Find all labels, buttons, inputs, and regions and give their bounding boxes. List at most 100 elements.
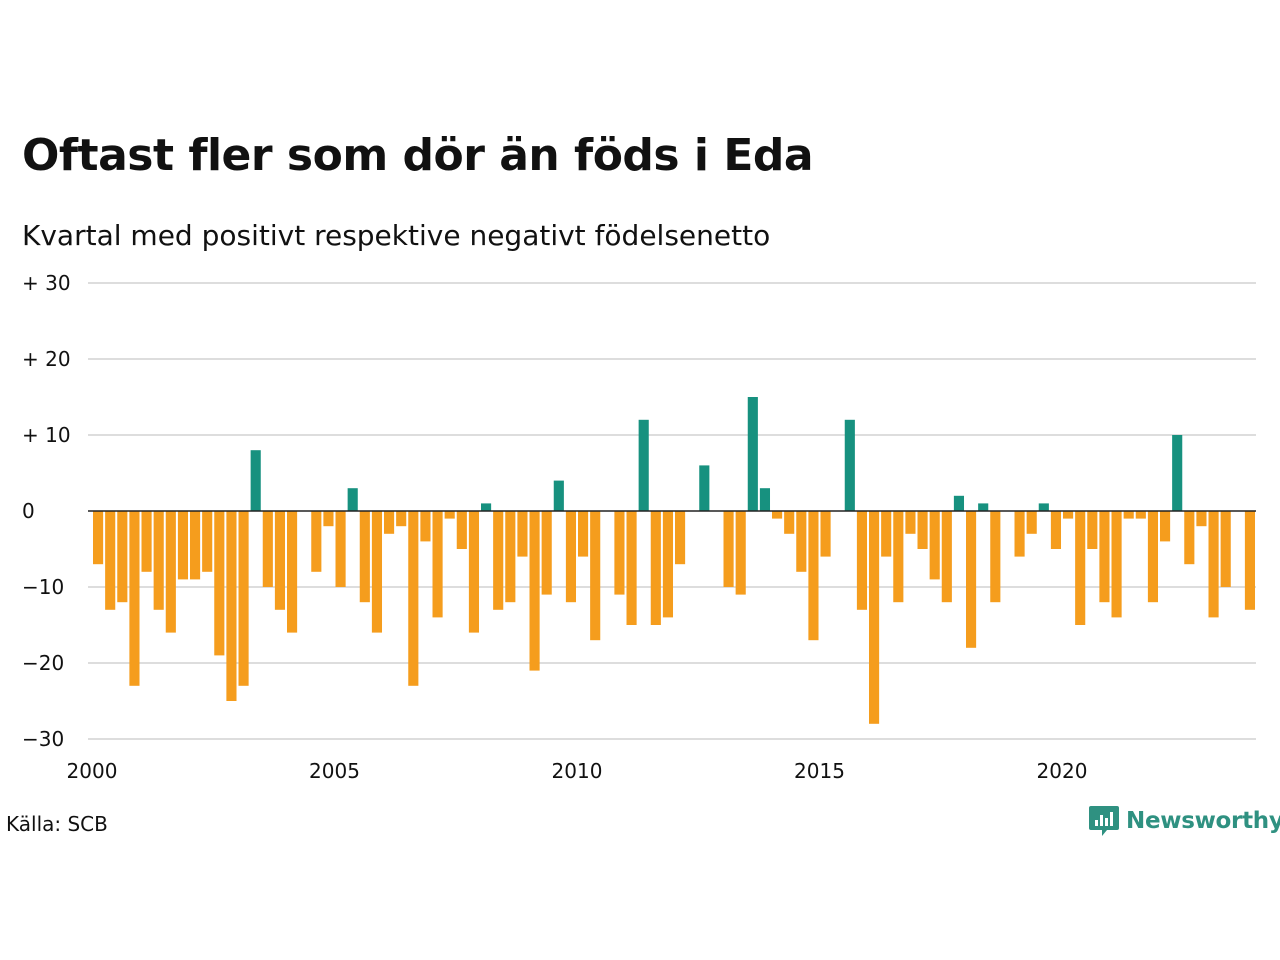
bar-2006Q4: 2006Q4: -4 (420, 511, 431, 542)
bar-2011Q3: 2011Q3: -15 (650, 511, 661, 625)
x-tick-label: 2020 (1037, 759, 1088, 783)
y-tick-label: −10 (22, 575, 64, 599)
bar-2014Q2: 2014Q2: -3 (784, 511, 795, 534)
bar-2002Q2: 2002Q2: -8 (202, 511, 213, 572)
bar-2001Q3: 2001Q3: -16 (165, 511, 176, 633)
bar-2010Q2: 2010Q2: -17 (590, 511, 601, 641)
bar-2023Q4: 2023Q4: -13 (1244, 511, 1256, 610)
bar-2002Q4: 2002Q4: -25 (226, 511, 237, 701)
bar-2017Q2: 2017Q2: -9 (929, 511, 940, 580)
bar-2004Q1: 2004Q1: -16 (287, 511, 298, 633)
bar-2007Q4: 2007Q4: -16 (468, 511, 480, 633)
bar-2016Q2: 2016Q2: -6 (881, 511, 892, 557)
bar-2023Q1: 2023Q1: -14 (1208, 511, 1219, 618)
bar-2011Q2: 2011Q2: 12 (638, 419, 649, 511)
bar-2008Q4: 2008Q4: -6 (517, 511, 528, 557)
bar-2005Q4: 2005Q4: -16 (371, 511, 383, 633)
bar-2012Q3: 2012Q3: 6 (699, 465, 710, 511)
bar-2009Q1: 2009Q1: -21 (529, 511, 540, 671)
bar-2016Q4: 2016Q4: -3 (905, 511, 916, 534)
bar-2008Q2: 2008Q2: -13 (493, 511, 504, 610)
bar-2019Q2: 2019Q2: -3 (1026, 511, 1037, 534)
gridlines (88, 282, 1256, 740)
bar-2001Q2: 2001Q2: -13 (153, 511, 164, 610)
chart-title: Oftast fler som dör än föds i Eda (22, 130, 814, 181)
bar-2002Q1: 2002Q1: -9 (190, 511, 201, 580)
bar-2014Q1: 2014Q1: -1 (772, 511, 783, 519)
bar-2019Q3: 2019Q3: 1 (1038, 503, 1049, 511)
bar-2006Q1: 2006Q1: -3 (384, 511, 395, 534)
bar-2005Q2: 2005Q2: 3 (347, 488, 358, 511)
bar-2022Q3: 2022Q3: -7 (1184, 511, 1195, 565)
bar-2020Q3: 2020Q3: -5 (1087, 511, 1098, 549)
x-axis-tick-labels: 2000 2005 2010 2015 2020 (67, 759, 1088, 783)
x-tick-label: 2010 (552, 759, 603, 783)
y-tick-label: + 20 (22, 347, 71, 371)
bar-2010Q4: 2010Q4: -11 (614, 511, 625, 595)
bar-2003Q3: 2003Q3: -10 (262, 511, 273, 587)
bar-2011Q4: 2011Q4: -14 (662, 511, 674, 618)
bar-2008Q3: 2008Q3: -12 (505, 511, 516, 603)
bar-2000Q2: 2000Q2: -13 (105, 511, 116, 610)
y-axis-tick-labels: + 30 + 20 + 10 0 −10 −20 −30 (22, 271, 71, 751)
bar-2001Q1: 2001Q1: -8 (141, 511, 152, 572)
bar-2004Q4: 2004Q4: -2 (323, 511, 334, 527)
bar-2018Q2: 2018Q2: 1 (978, 503, 989, 511)
bar-2007Q2: 2007Q2: -1 (444, 511, 455, 519)
bar-2000Q1: 2000Q1: -7 (93, 511, 104, 565)
bar-2015Q1: 2015Q1: -6 (820, 511, 831, 557)
bar-2017Q3: 2017Q3: -12 (941, 511, 952, 603)
x-tick-label: 2015 (794, 759, 845, 783)
bar-2020Q1: 2020Q1: -1 (1063, 511, 1074, 519)
y-tick-label: + 10 (22, 423, 71, 447)
y-tick-label: −30 (22, 727, 64, 751)
bar-2007Q3: 2007Q3: -5 (456, 511, 467, 549)
brand-name: Newsworthy (1126, 808, 1280, 834)
bar-2015Q4: 2015Q4: -13 (856, 511, 868, 610)
bar-2018Q1: 2018Q1: -18 (966, 511, 977, 648)
bar-2006Q2: 2006Q2: -2 (396, 511, 407, 527)
bar-2022Q4: 2022Q4: -2 (1196, 511, 1207, 527)
y-tick-label: −20 (22, 651, 64, 675)
chart-subtitle: Kvartal med positivt respektive negativt… (22, 219, 771, 252)
bar-2001Q4: 2001Q4: -9 (177, 511, 189, 580)
bar-2020Q4: 2020Q4: -12 (1099, 511, 1110, 603)
y-tick-label: 0 (22, 499, 35, 523)
bar-2013Q1: 2013Q1: -10 (723, 511, 734, 587)
bar-2004Q3: 2004Q3: -8 (311, 511, 322, 572)
bar-2009Q3: 2009Q3: 4 (553, 480, 564, 511)
bar-2003Q4: 2003Q4: -13 (274, 511, 286, 610)
bar-2022Q2: 2022Q2: 10 (1172, 435, 1183, 511)
newsworthy-logo-icon (1089, 806, 1119, 836)
bar-2022Q1: 2022Q1: -4 (1160, 511, 1171, 542)
bar-2005Q1: 2005Q1: -10 (335, 511, 346, 587)
bar-2021Q1: 2021Q1: -14 (1111, 511, 1122, 618)
newsworthy-logo[interactable]: Newsworthy (1088, 804, 1280, 838)
bar-2021Q3: 2021Q3: -1 (1135, 511, 1146, 519)
bar-2017Q1: 2017Q1: -5 (917, 511, 928, 549)
bar-2016Q1: 2016Q1: -28 (869, 511, 880, 724)
bar-2014Q4: 2014Q4: -17 (808, 511, 819, 641)
bar-2007Q1: 2007Q1: -14 (432, 511, 443, 618)
x-tick-label: 2005 (309, 759, 360, 783)
bar-2017Q4: 2017Q4: 2 (953, 495, 965, 511)
bar-2000Q4: 2000Q4: -23 (129, 511, 140, 686)
bar-2009Q4: 2009Q4: -12 (565, 511, 577, 603)
bar-2000Q3: 2000Q3: -12 (117, 511, 128, 603)
bar-2008Q1: 2008Q1: 1 (481, 503, 492, 511)
y-tick-label: + 30 (22, 271, 71, 295)
bar-2019Q1: 2019Q1: -6 (1014, 511, 1025, 557)
bar-2011Q1: 2011Q1: -15 (626, 511, 637, 625)
bar-2003Q2: 2003Q2: 8 (250, 450, 261, 511)
bar-2002Q3: 2002Q3: -19 (214, 511, 225, 656)
bar-2019Q4: 2019Q4: -5 (1050, 511, 1062, 549)
bar-2015Q3: 2015Q3: 12 (844, 419, 855, 511)
bars: 2000Q1: -72000Q2: -132000Q3: -122000Q4: … (93, 397, 1256, 724)
bar-2013Q3: 2013Q3: 15 (747, 397, 758, 511)
bar-2003Q1: 2003Q1: -23 (238, 511, 249, 686)
bar-2023Q2: 2023Q2: -10 (1220, 511, 1231, 587)
bar-2005Q3: 2005Q3: -12 (359, 511, 370, 603)
bar-2020Q2: 2020Q2: -15 (1075, 511, 1086, 625)
x-tick-label: 2000 (67, 759, 118, 783)
